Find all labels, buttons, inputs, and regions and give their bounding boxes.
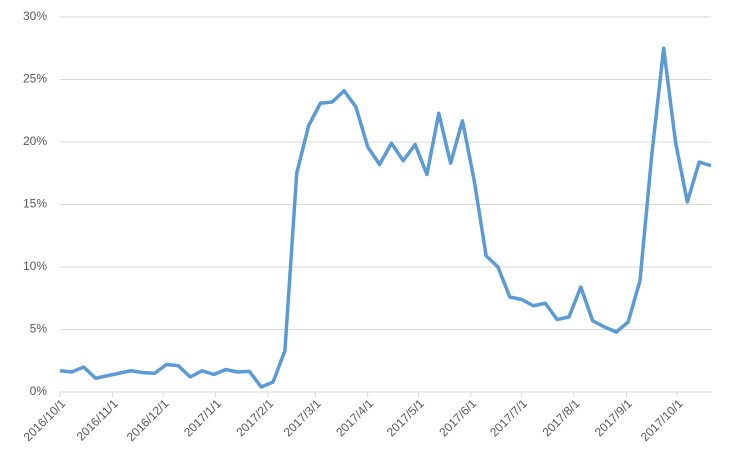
line [59, 46, 712, 389]
x-tick-label: 2016/11/1 [74, 396, 121, 443]
x-tick-label: 2017/7/1 [487, 396, 530, 439]
x-tick-label: 2017/1/1 [181, 396, 224, 439]
x-tick-label: 2016/12/1 [124, 396, 172, 444]
y-tick-label: 15% [23, 197, 47, 211]
y-tick-label: 5% [30, 322, 48, 336]
y-tick-label: 20% [23, 134, 47, 148]
x-tick-label: 2017/9/1 [592, 396, 635, 439]
x-tick-label: 2016/10/1 [21, 396, 69, 444]
x-tick-label: 2017/5/1 [384, 396, 427, 439]
x-tick-label: 2017/4/1 [333, 396, 376, 439]
y-tick-label: 10% [23, 259, 47, 273]
y-tick-label: 0% [30, 384, 48, 398]
x-tick-label: 2017/8/1 [539, 396, 582, 439]
x-tick-label: 2017/3/1 [281, 396, 324, 439]
x-tick-label: 2017/6/1 [436, 396, 479, 439]
x-tick-label: 2017/2/1 [233, 396, 276, 439]
y-tick-label: 30% [23, 9, 47, 23]
y-tick-label: 25% [23, 72, 47, 86]
x-tick-label: 2017/10/1 [638, 396, 686, 444]
